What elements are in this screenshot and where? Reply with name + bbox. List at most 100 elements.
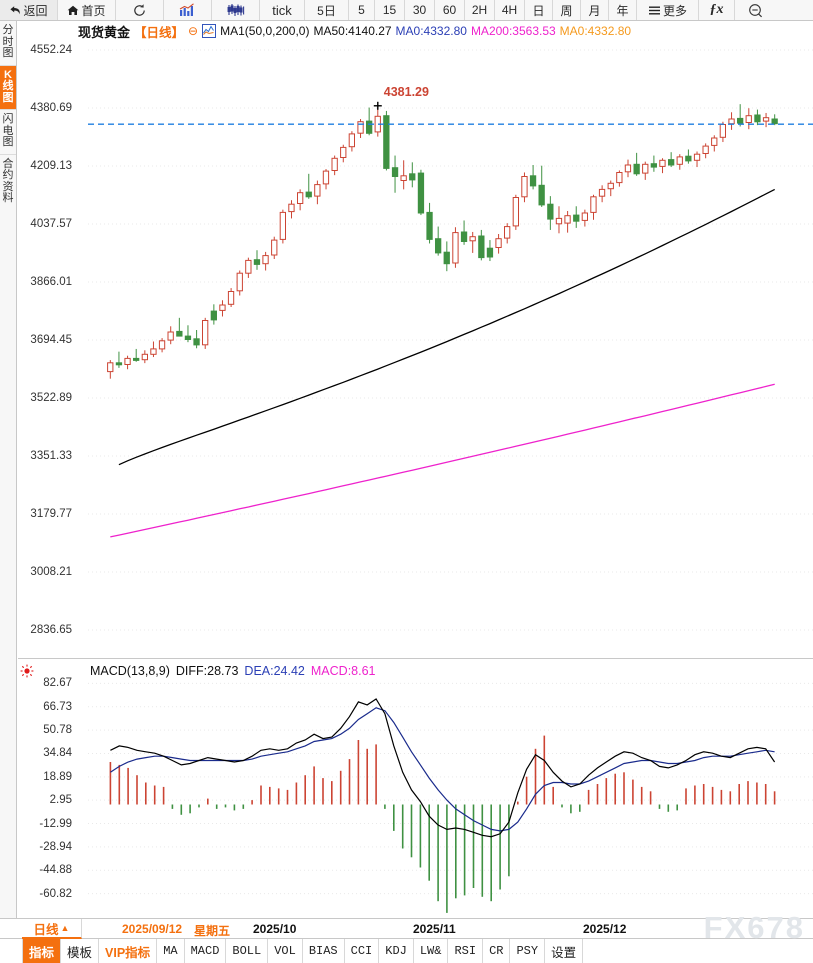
function-button[interactable]: ƒx xyxy=(699,0,735,20)
sidebar-item-contract[interactable]: 合 约 资 料 xyxy=(0,155,16,210)
home-button[interactable]: 首页 xyxy=(58,0,116,20)
ma0-blue-value: MA0:4332.80 xyxy=(395,24,467,38)
ma0-orange-value: MA0:4332.80 xyxy=(559,24,632,38)
indicator-tab--[interactable]: 指标 xyxy=(23,939,62,963)
tab-monthly-label: 月 xyxy=(588,3,601,18)
tab-5day[interactable]: 5日 xyxy=(305,0,349,20)
indicator-tab-label: LW& xyxy=(419,944,442,958)
tab-weekly-label: 周 xyxy=(560,3,573,18)
price-y-tick: 3179.77 xyxy=(30,507,72,520)
price-y-tick: 3522.89 xyxy=(30,391,72,404)
macd-y-tick: -28.94 xyxy=(39,840,72,853)
indicator-tab-vip-[interactable]: VIP指标 xyxy=(99,939,158,963)
indicator-settings-icon[interactable] xyxy=(20,664,34,678)
refresh-button[interactable] xyxy=(116,0,164,20)
indicator-tab-bias[interactable]: BIAS xyxy=(303,939,345,963)
indicator-tab-label: CCI xyxy=(350,944,373,958)
symbol-name: 现货黄金 xyxy=(78,24,131,40)
tab-5min-label: 5 xyxy=(358,3,365,17)
date-label-start: 2025/09/12 xyxy=(122,922,183,936)
tab-daily[interactable]: 日 xyxy=(525,0,553,20)
indicator-tab-kdj[interactable]: KDJ xyxy=(379,939,414,963)
price-chart-panel[interactable]: 现货黄金 【日线】 ⊖ MA1(50,0,200,0) MA50:4140.27… xyxy=(18,21,813,659)
macd-legend: MACD(13,8,9) DIFF:28.73 DEA:24.42 MACD:8… xyxy=(90,663,376,679)
price-y-tick: 3351.33 xyxy=(30,449,72,462)
indicator-tab-cci[interactable]: CCI xyxy=(345,939,380,963)
macd-plot-area[interactable] xyxy=(88,660,813,917)
indicator-tab--[interactable]: 模板 xyxy=(61,939,100,963)
macd-diff-value: DIFF:28.73 xyxy=(175,664,239,678)
tab-30min[interactable]: 30 xyxy=(405,0,435,20)
sidebar-item-lightning[interactable]: 闪 电 图 xyxy=(0,110,16,155)
tab-daily-label: 日 xyxy=(532,3,545,18)
macd-y-tick: 18.89 xyxy=(43,770,72,783)
tab-60min[interactable]: 60 xyxy=(435,0,465,20)
period-tab-daily[interactable]: 日线 ▲ xyxy=(22,919,82,939)
bar-chart-icon xyxy=(179,3,196,17)
price-plot-area[interactable]: 4381.29 xyxy=(88,21,813,659)
sidebar-kline-char-0: K xyxy=(4,68,12,81)
ma-settings-icon[interactable] xyxy=(202,24,217,38)
indicator-tab-cr[interactable]: CR xyxy=(483,939,511,963)
indicator-tab-label: VOL xyxy=(274,944,296,958)
macd-y-tick: 82.67 xyxy=(43,677,72,690)
weekday-label-start: 星期五 xyxy=(194,924,231,938)
high-price-annotation: 4381.29 xyxy=(384,85,429,99)
sidebar-contract-char-1: 约 xyxy=(2,169,14,181)
date-label-1: 2025/11 xyxy=(413,922,456,936)
sidebar-lightning-char-2: 图 xyxy=(2,136,14,148)
indicator-tab-vol[interactable]: VOL xyxy=(268,939,303,963)
left-sidebar: 分 时 图 K 线 图 闪 电 图 合 约 资 料 xyxy=(0,21,17,932)
macd-y-tick: 50.78 xyxy=(43,724,72,737)
indicator-tab-lw-[interactable]: LW& xyxy=(414,939,449,963)
indicator-tab-label: BOLL xyxy=(232,944,262,958)
symbol-period: 【日线】 xyxy=(134,25,185,40)
tab-5min[interactable]: 5 xyxy=(349,0,375,20)
indicator-tab-boll[interactable]: BOLL xyxy=(226,939,269,963)
price-y-tick: 4552.24 xyxy=(30,43,72,56)
sidebar-timeshare-char-2: 图 xyxy=(2,47,14,59)
back-button[interactable]: 返回 xyxy=(0,0,58,20)
indicator-tab--[interactable]: 设置 xyxy=(545,939,584,963)
bar-chart-button[interactable] xyxy=(164,0,212,20)
tab-15min-label: 15 xyxy=(382,3,397,17)
tab-monthly[interactable]: 月 xyxy=(581,0,609,20)
collapse-icon[interactable]: ⊖ xyxy=(188,24,199,38)
macd-dea-value: DEA:24.42 xyxy=(244,664,305,678)
tab-2h[interactable]: 2H xyxy=(465,0,495,20)
indicator-tab-macd[interactable]: MACD xyxy=(185,939,227,963)
tab-tick[interactable]: tick xyxy=(260,0,305,20)
top-toolbar: 返回 首页 xyxy=(0,0,813,21)
sidebar-contract-char-0: 合 xyxy=(2,157,14,170)
indicator-tab-ma[interactable]: MA xyxy=(157,939,185,963)
indicator-tab-label: VIP指标 xyxy=(105,945,151,960)
more-button[interactable]: 更多 xyxy=(637,0,699,20)
back-arrow-icon xyxy=(9,5,21,16)
macd-config-label: MACD(13,8,9) xyxy=(90,664,170,678)
home-icon xyxy=(67,5,79,16)
price-y-tick: 4380.69 xyxy=(30,101,72,114)
indicator-tab-bar: 指标 模板 VIP指标 MA MACD BOLL VOL BIAS CCI KDJ LW& RSI CR… xyxy=(0,939,813,963)
macd-panel[interactable]: MACD(13,8,9) DIFF:28.73 DEA:24.42 MACD:8… xyxy=(18,660,813,917)
tab-15min[interactable]: 15 xyxy=(375,0,405,20)
tab-yearly[interactable]: 年 xyxy=(609,0,637,20)
sidebar-lightning-char-1: 电 xyxy=(2,124,14,137)
macd-y-axis[interactable]: 82.67 66.73 50.78 34.84 18.89 2.95 -12.99 -28.9… xyxy=(18,660,76,917)
price-y-tick: 3694.45 xyxy=(30,333,72,346)
indicator-tab-rsi[interactable]: RSI xyxy=(448,939,484,963)
macd-y-tick: 66.73 xyxy=(43,700,72,713)
zoom-out-button[interactable] xyxy=(735,0,775,20)
price-y-tick: 2836.65 xyxy=(30,624,72,636)
more-button-label: 更多 xyxy=(662,3,687,18)
tab-4h-label: 4H xyxy=(501,3,518,17)
tab-4h[interactable]: 4H xyxy=(495,0,525,20)
indicator-tab-label: CR xyxy=(489,944,504,958)
tab-weekly[interactable]: 周 xyxy=(553,0,581,20)
candlestick-button[interactable] xyxy=(212,0,260,20)
sidebar-item-kline[interactable]: K 线 图 xyxy=(0,65,16,110)
price-y-axis[interactable]: 4552.24 4380.69 4209.13 4037.57 3866.01 3694.… xyxy=(18,21,76,659)
sidebar-contract-char-2: 资 xyxy=(2,180,14,193)
indicator-tab-psy[interactable]: PSY xyxy=(510,939,546,963)
macd-macd-value: MACD:8.61 xyxy=(310,664,376,678)
sidebar-item-timeshare[interactable]: 分 时 图 xyxy=(0,21,16,66)
